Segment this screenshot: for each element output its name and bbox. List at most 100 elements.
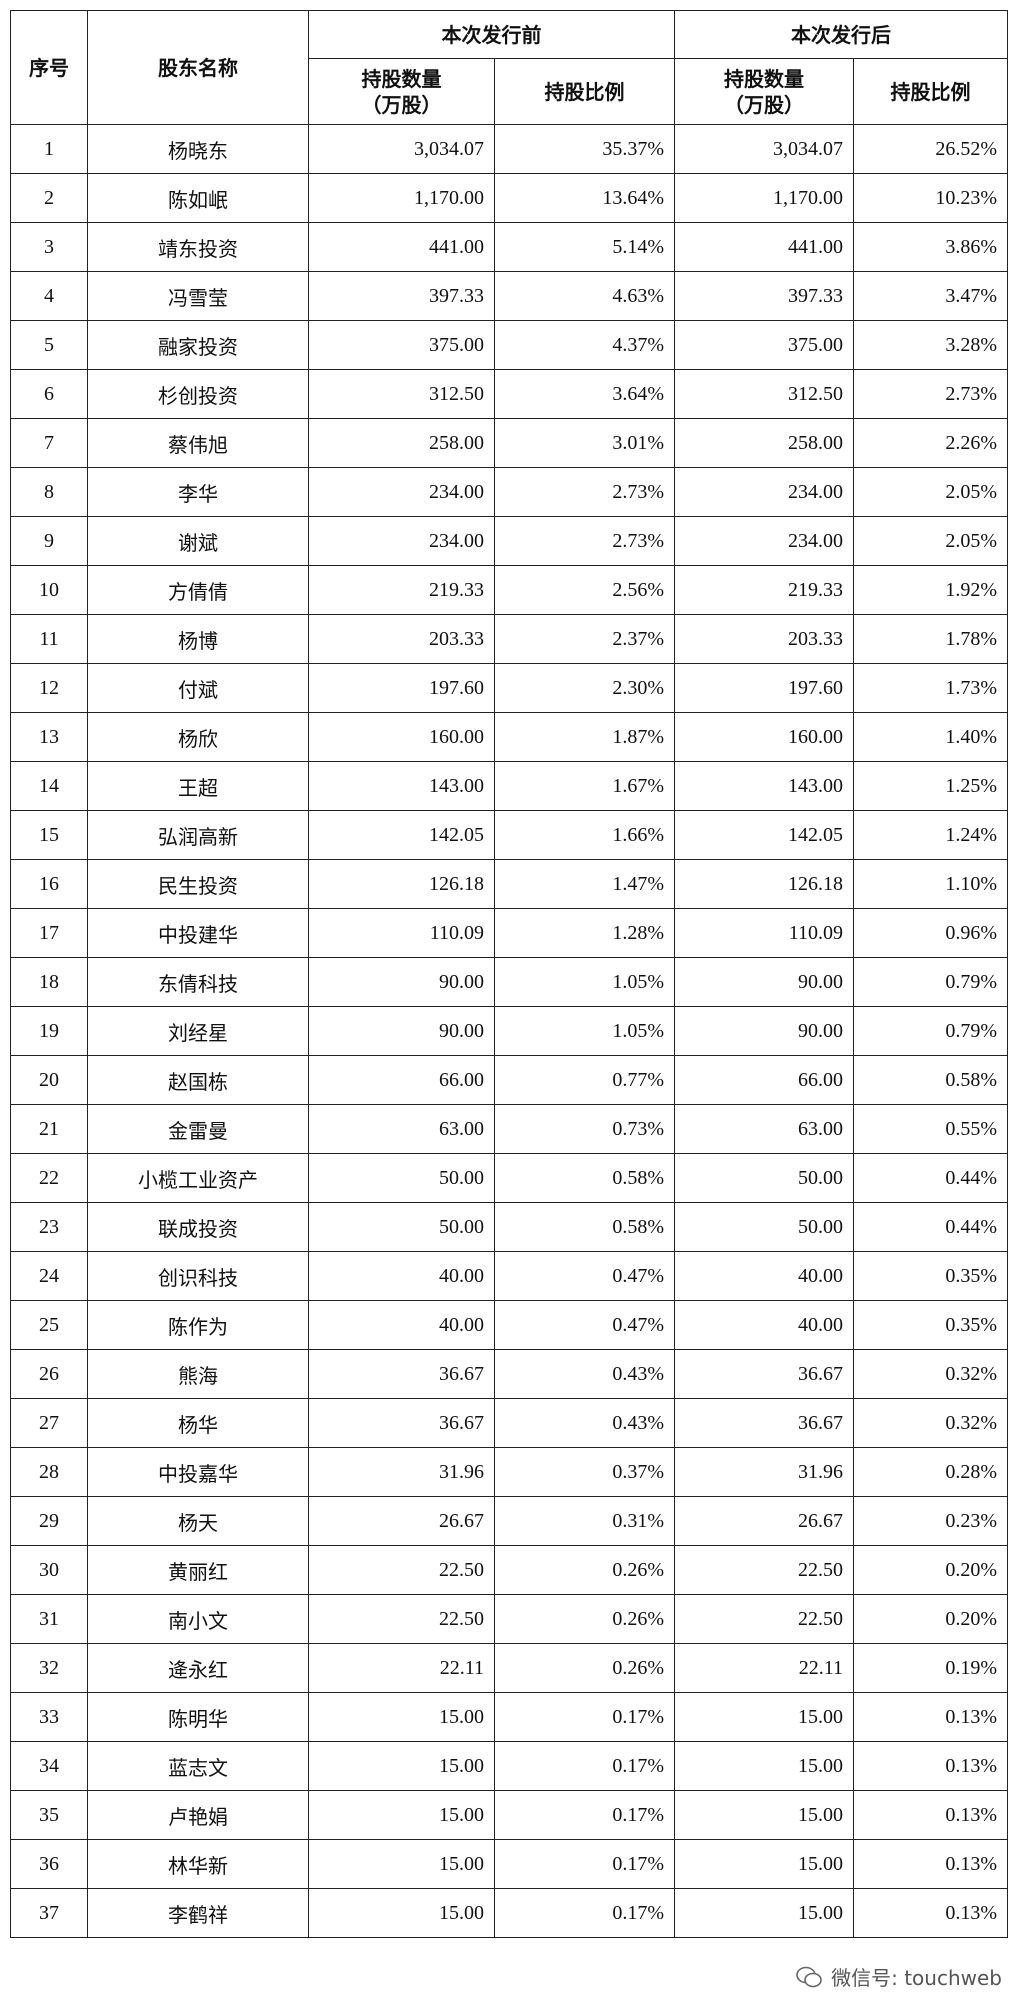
table-cell: 7 [10, 418, 88, 468]
table-cell: 26.67 [674, 1496, 854, 1546]
table-cell: 203.33 [674, 614, 854, 664]
table-cell: 24 [10, 1251, 88, 1301]
table-cell: 66.00 [308, 1055, 495, 1105]
table-row: 36 林华新 15.00 0.17% 15.00 0.13% [10, 1839, 1008, 1889]
table-cell: 0.73% [494, 1104, 675, 1154]
table-cell: 杨华 [87, 1398, 309, 1448]
table-row: 35 卢艳娟 15.00 0.17% 15.00 0.13% [10, 1790, 1008, 1840]
table-cell: 5.14% [494, 222, 675, 272]
table-cell: 33 [10, 1692, 88, 1742]
table-cell: 219.33 [674, 565, 854, 615]
table-cell: 22.50 [674, 1594, 854, 1644]
table-cell: 1 [10, 124, 88, 174]
table-row: 29 杨天 26.67 0.31% 26.67 0.23% [10, 1496, 1008, 1546]
table-cell: 234.00 [674, 467, 854, 517]
table-cell: 1.67% [494, 761, 675, 811]
table-cell: 0.13% [853, 1839, 1008, 1889]
table-cell: 2.56% [494, 565, 675, 615]
table-cell: 杨博 [87, 614, 309, 664]
table-cell: 2.37% [494, 614, 675, 664]
header-cell: 持股比例 [494, 58, 675, 125]
header-cell: 序号 [10, 10, 88, 125]
table-row: 11 杨博 203.33 2.37% 203.33 1.78% [10, 614, 1008, 664]
table-cell: 0.13% [853, 1790, 1008, 1840]
table-cell: 25 [10, 1300, 88, 1350]
table-cell: 2.05% [853, 516, 1008, 566]
table-cell: 40.00 [674, 1300, 854, 1350]
table-cell: 黄丽红 [87, 1545, 309, 1595]
table-cell: 0.96% [853, 908, 1008, 958]
table-cell: 35 [10, 1790, 88, 1840]
table-cell: 11 [10, 614, 88, 664]
table-cell: 397.33 [308, 271, 495, 321]
wechat-icon [796, 1966, 822, 1987]
table-cell: 197.60 [308, 663, 495, 713]
table-cell: 397.33 [674, 271, 854, 321]
table-cell: 40.00 [308, 1251, 495, 1301]
table-cell: 15.00 [674, 1741, 854, 1791]
table-cell: 0.47% [494, 1251, 675, 1301]
table-cell: 17 [10, 908, 88, 958]
table-cell: 34 [10, 1741, 88, 1791]
table-row: 9 谢斌 234.00 2.73% 234.00 2.05% [10, 516, 1008, 566]
table-cell: 63.00 [308, 1104, 495, 1154]
table-cell: 63.00 [674, 1104, 854, 1154]
table-cell: 36.67 [674, 1349, 854, 1399]
table-cell: 15.00 [674, 1790, 854, 1840]
table-row: 2 陈如岷 1,170.00 13.64% 1,170.00 10.23% [10, 173, 1008, 223]
table-cell: 22.50 [674, 1545, 854, 1595]
table-cell: 197.60 [674, 663, 854, 713]
table-cell: 0.55% [853, 1104, 1008, 1154]
table-cell: 0.17% [494, 1692, 675, 1742]
table-row: 27 杨华 36.67 0.43% 36.67 0.32% [10, 1398, 1008, 1448]
table-cell: 22 [10, 1153, 88, 1203]
table-cell: 36.67 [308, 1349, 495, 1399]
table-cell: 0.31% [494, 1496, 675, 1546]
table-cell: 1.10% [853, 859, 1008, 909]
table-cell: 10 [10, 565, 88, 615]
table-cell: 14 [10, 761, 88, 811]
table-cell: 234.00 [308, 467, 495, 517]
table-cell: 15.00 [308, 1741, 495, 1791]
table-cell: 32 [10, 1643, 88, 1693]
table-cell: 1.25% [853, 761, 1008, 811]
table-row: 24 创识科技 40.00 0.47% 40.00 0.35% [10, 1251, 1008, 1301]
table-cell: 40.00 [674, 1251, 854, 1301]
table-cell: 0.26% [494, 1545, 675, 1595]
table-cell: 22.11 [308, 1643, 495, 1693]
table-row: 6 杉创投资 312.50 3.64% 312.50 2.73% [10, 369, 1008, 419]
table-cell: 弘润高新 [87, 810, 309, 860]
table-cell: 15.00 [308, 1692, 495, 1742]
table-cell: 1.05% [494, 957, 675, 1007]
table-cell: 东倩科技 [87, 957, 309, 1007]
table-cell: 90.00 [674, 957, 854, 1007]
table-cell: 联成投资 [87, 1202, 309, 1252]
table-cell: 13 [10, 712, 88, 762]
table-row: 18 东倩科技 90.00 1.05% 90.00 0.79% [10, 957, 1008, 1007]
table-cell: 441.00 [308, 222, 495, 272]
table-cell: 0.17% [494, 1839, 675, 1889]
table-cell: 10.23% [853, 173, 1008, 223]
table-cell: 3.86% [853, 222, 1008, 272]
table-cell: 杉创投资 [87, 369, 309, 419]
table-row: 16 民生投资 126.18 1.47% 126.18 1.10% [10, 859, 1008, 909]
shareholder-table: 序号 股东名称 本次发行前 本次发行后 持股数量 （万股） 持股比例 持股数量 … [10, 10, 1008, 1938]
table-cell: 陈如岷 [87, 173, 309, 223]
table-cell: 9 [10, 516, 88, 566]
table-cell: 3,034.07 [674, 124, 854, 174]
table-row: 15 弘润高新 142.05 1.66% 142.05 1.24% [10, 810, 1008, 860]
table-cell: 0.23% [853, 1496, 1008, 1546]
table-cell: 21 [10, 1104, 88, 1154]
table-cell: 258.00 [308, 418, 495, 468]
table-cell: 0.17% [494, 1888, 675, 1938]
table-cell: 0.20% [853, 1545, 1008, 1595]
table-cell: 方倩倩 [87, 565, 309, 615]
table-cell: 3.01% [494, 418, 675, 468]
table-cell: 36 [10, 1839, 88, 1889]
table-cell: 16 [10, 859, 88, 909]
table-cell: 1.78% [853, 614, 1008, 664]
table-row: 32 逄永红 22.11 0.26% 22.11 0.19% [10, 1643, 1008, 1693]
table-cell: 36.67 [674, 1398, 854, 1448]
table-cell: 0.43% [494, 1398, 675, 1448]
